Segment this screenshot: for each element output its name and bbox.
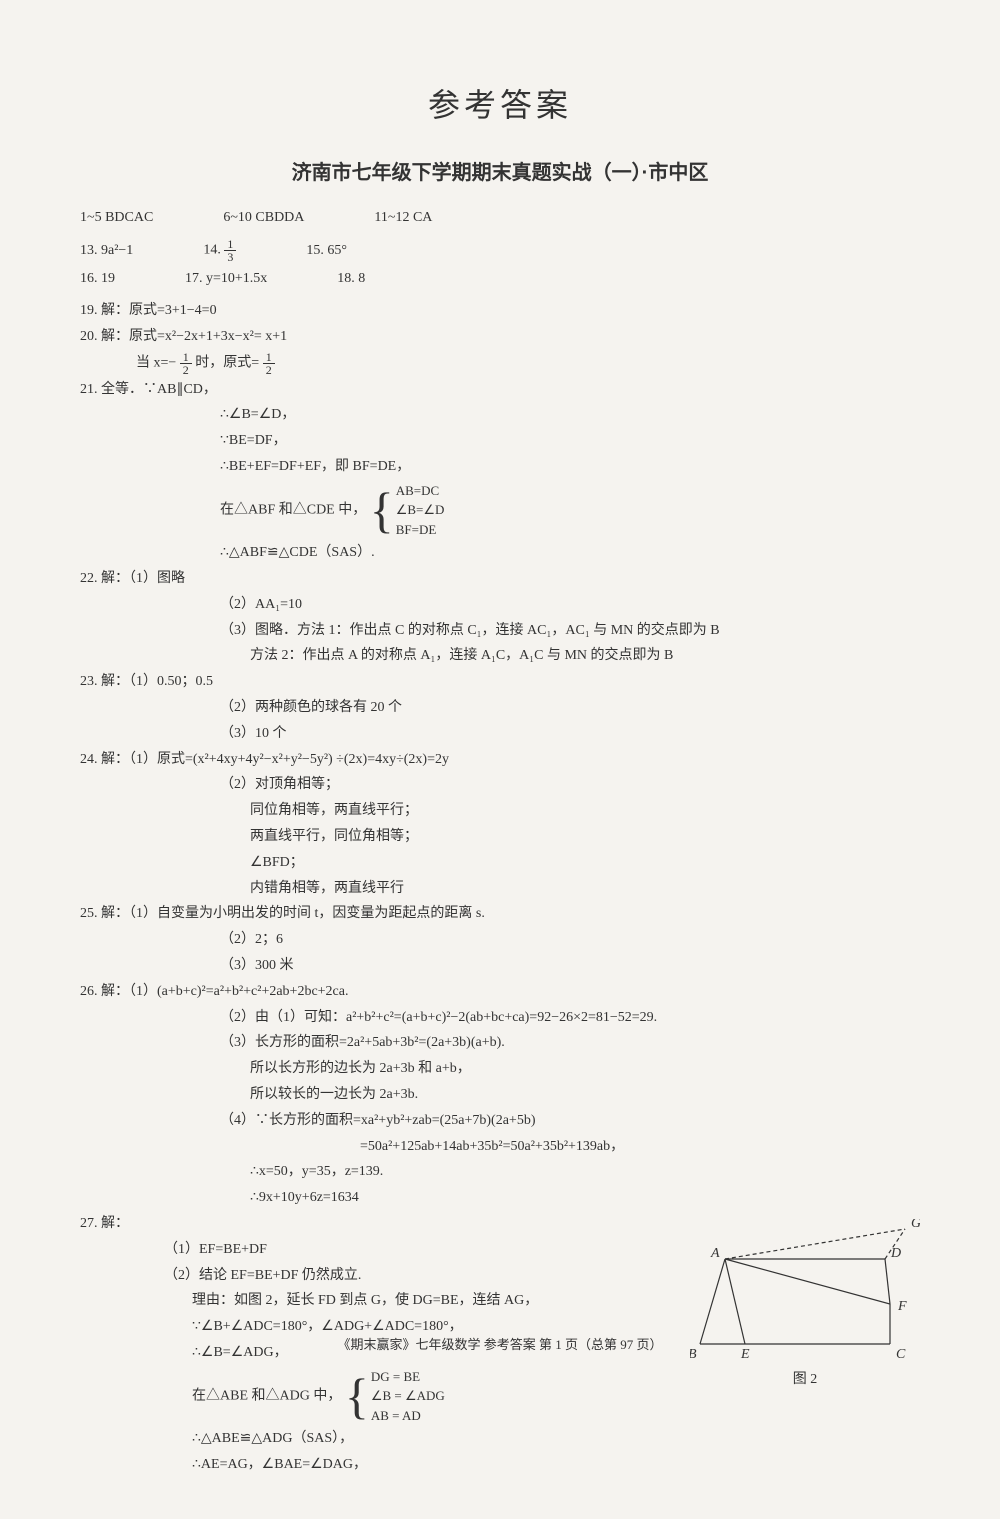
q26-h: ∴x=50，y=35，z=139. xyxy=(80,1160,920,1184)
answer-13: 13. 9a²−1 xyxy=(80,243,133,259)
q26-e: 所以较长的一边长为 2a+3b. xyxy=(80,1083,920,1107)
answer-14: 14. 1 3 xyxy=(203,238,236,263)
q26-i: ∴9x+10y+6z=1634 xyxy=(80,1186,920,1210)
q24-d: 两直线平行，同位角相等； xyxy=(80,825,920,849)
answer-16: 16. 19 xyxy=(80,271,115,287)
q22-c: （3）图略．方法 1：作出点 C 的对称点 C₁，连接 AC₁，AC₁ 与 MN… xyxy=(80,619,920,643)
svg-text:A: A xyxy=(710,1246,720,1261)
answers-1-5: 1~5 BDCAC xyxy=(80,210,153,226)
brace-line: DG = BE xyxy=(371,1367,445,1387)
q20: 20. 解：原式=x²−2x+1+3x−x²= x+1 xyxy=(80,325,920,349)
frac-num: 1 xyxy=(180,351,192,364)
brace-icon: { xyxy=(345,1376,369,1416)
answers-6-10: 6~10 CBDDA xyxy=(223,210,304,226)
brace-line: AB=DC xyxy=(396,481,445,501)
brace-icon: { xyxy=(370,490,394,530)
main-title: 参考答案 xyxy=(80,80,920,126)
svg-text:F: F xyxy=(897,1299,907,1314)
page-footer: 《期末赢家》七年级数学 参考答案 第 1 页（总第 97 页） xyxy=(0,1334,1000,1353)
svg-text:G: G xyxy=(911,1219,920,1231)
frac-num: 1 xyxy=(263,351,275,364)
q24-b: （2）对顶角相等； xyxy=(80,773,920,797)
q26-c: （3）长方形的面积=2a²+5ab+3b²=(2a+3b)(a+b). xyxy=(80,1031,920,1055)
brace-line: BF=DE xyxy=(396,520,445,540)
frac-den: 2 xyxy=(263,364,275,376)
fill-answers-row-2: 13. 9a²−1 14. 1 3 15. 65° xyxy=(80,238,920,263)
brace-line: AB = AD xyxy=(371,1406,445,1426)
fraction-icon: 1 3 xyxy=(224,238,236,263)
fill-answers-row-3: 16. 19 17. y=10+1.5x 18. 8 xyxy=(80,271,920,287)
answers-11-12: 11~12 CA xyxy=(374,210,432,226)
q21-a: 21. 全等．∵AB∥CD， xyxy=(80,378,920,402)
q27-g-pre: 在△ABE 和△ADG 中， xyxy=(192,1388,341,1403)
answer-17: 17. y=10+1.5x xyxy=(185,271,267,287)
q21-b: ∴∠B=∠D， xyxy=(80,403,920,427)
brace-line: ∠B = ∠ADG xyxy=(371,1386,445,1406)
frac-den: 2 xyxy=(180,364,192,376)
diagram-caption: 图 2 xyxy=(690,1368,920,1388)
q24-a: 24. 解：（1）原式=(x²+4xy+4y²−x²+y²−5y²) ÷(2x)… xyxy=(80,748,920,772)
brace-block: { AB=DC ∠B=∠D BF=DE xyxy=(370,481,445,540)
q23-c: （3）10 个 xyxy=(80,722,920,746)
q26-a: 26. 解：（1）(a+b+c)²=a²+b²+c²+2ab+2bc+2ca. xyxy=(80,980,920,1004)
brace-block: { DG = BE ∠B = ∠ADG AB = AD xyxy=(345,1367,445,1426)
fraction-icon: 1 2 xyxy=(263,351,275,376)
q20-sub-b: 时，原式= xyxy=(195,355,259,370)
fraction-icon: 1 2 xyxy=(180,351,192,376)
q20-sub-a: 当 x=− xyxy=(136,355,176,370)
brace-content: DG = BE ∠B = ∠ADG AB = AD xyxy=(371,1367,445,1426)
q22-b: （2）AA₁=10 xyxy=(80,593,920,617)
brace-content: AB=DC ∠B=∠D BF=DE xyxy=(396,481,445,540)
q19: 19. 解：原式=3+1−4=0 xyxy=(80,299,920,323)
geometry-diagram: ABCDEFG 图 2 xyxy=(690,1219,920,1379)
q21-e: 在△ABF 和△CDE 中， { AB=DC ∠B=∠D BF=DE xyxy=(80,481,920,540)
q26-f: （4）∵长方形的面积=xa²+yb²+zab=(25a+7b)(2a+5b) xyxy=(80,1109,920,1133)
svg-text:D: D xyxy=(890,1246,901,1261)
sub-title: 济南市七年级下学期期末真题实战（一）·市中区 xyxy=(80,156,920,185)
q27-i: ∴AE=AG，∠BAE=∠DAG， xyxy=(80,1453,920,1477)
q24-e: ∠BFD； xyxy=(80,851,920,875)
q25-c: （3）300 米 xyxy=(80,954,920,978)
answer-15: 15. 65° xyxy=(306,243,347,259)
q26-g: =50a²+125ab+14ab+35b²=50a²+35b²+139ab， xyxy=(80,1135,920,1159)
q26-b: （2）由（1）可知：a²+b²+c²=(a+b+c)²−2(ab+bc+ca)=… xyxy=(80,1006,920,1030)
q21-c: ∵BE=DF， xyxy=(80,429,920,453)
q21-e-pre: 在△ABF 和△CDE 中， xyxy=(220,502,366,517)
q24-f: 内错角相等，两直线平行 xyxy=(80,877,920,901)
page: 参考答案 济南市七年级下学期期末真题实战（一）·市中区 1~5 BDCAC 6~… xyxy=(0,0,1000,1519)
answer-18: 18. 8 xyxy=(337,271,365,287)
q23-b: （2）两种颜色的球各有 20 个 xyxy=(80,696,920,720)
q23-a: 23. 解：（1）0.50；0.5 xyxy=(80,670,920,694)
q25-a: 25. 解：（1）自变量为小明出发的时间 t，因变量为距起点的距离 s. xyxy=(80,902,920,926)
brace-line: ∠B=∠D xyxy=(396,500,445,520)
q26-d: 所以长方形的边长为 2a+3b 和 a+b， xyxy=(80,1057,920,1081)
mc-answers-row-1: 1~5 BDCAC 6~10 CBDDA 11~12 CA xyxy=(80,210,920,226)
q21-f: ∴△ABF≌△CDE（SAS）. xyxy=(80,541,920,565)
q25-b: （2）2；6 xyxy=(80,928,920,952)
q20-sub: 当 x=− 1 2 时，原式= 1 2 xyxy=(80,351,920,376)
q24-c: 同位角相等，两直线平行； xyxy=(80,799,920,823)
answer-14-prefix: 14. xyxy=(203,243,224,258)
frac-den: 3 xyxy=(224,251,236,263)
q27-h: ∴△ABE≌△ADG（SAS）， xyxy=(80,1427,920,1451)
q21-d: ∴BE+EF=DF+EF，即 BF=DE， xyxy=(80,455,920,479)
q22-d: 方法 2：作出点 A 的对称点 A₁，连接 A₁C，A₁C 与 MN 的交点即为… xyxy=(80,644,920,668)
q22-a: 22. 解：（1）图略 xyxy=(80,567,920,591)
